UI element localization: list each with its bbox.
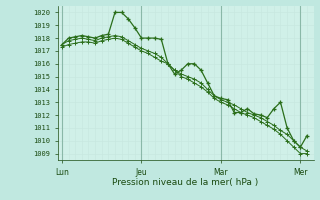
X-axis label: Pression niveau de la mer( hPa ): Pression niveau de la mer( hPa )	[112, 178, 259, 187]
